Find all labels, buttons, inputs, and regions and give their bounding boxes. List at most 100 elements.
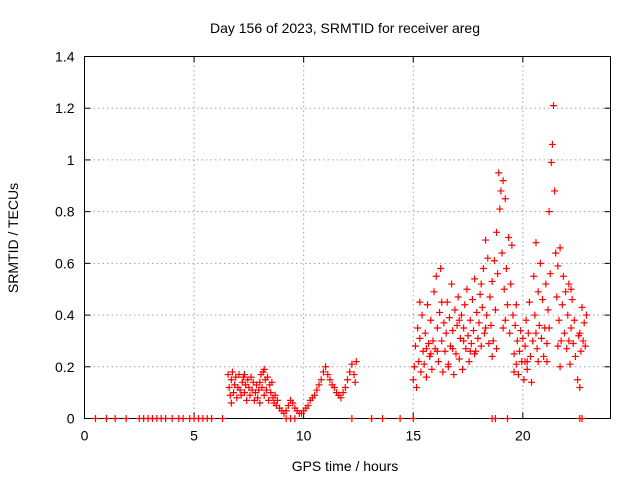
data-point — [537, 334, 545, 342]
data-point — [460, 324, 468, 332]
data-point — [580, 319, 588, 327]
data-point — [258, 383, 266, 391]
data-point — [219, 415, 227, 422]
data-point — [466, 347, 474, 355]
data-point — [555, 316, 563, 324]
y-axis-title: SRMTID / TECUs — [5, 183, 21, 293]
data-point — [352, 358, 360, 366]
data-point — [510, 368, 518, 376]
data-point — [464, 332, 472, 340]
data-point — [420, 360, 428, 368]
data-point — [571, 352, 579, 360]
x-tick-label: 15 — [405, 428, 421, 444]
data-point — [491, 415, 499, 422]
data-point — [516, 347, 524, 355]
axis-ticks — [84, 56, 611, 419]
data-point — [545, 324, 553, 332]
data-points — [91, 102, 590, 422]
data-point — [247, 373, 255, 381]
data-point — [262, 386, 270, 394]
data-point — [512, 360, 520, 368]
data-point — [496, 205, 504, 213]
data-point — [416, 298, 424, 306]
x-tick-label: 0 — [81, 428, 89, 444]
data-point — [436, 308, 444, 316]
data-point — [409, 415, 417, 422]
data-point — [568, 296, 576, 304]
y-tick-label: 0 — [67, 411, 75, 427]
data-point — [423, 301, 431, 309]
data-point — [576, 383, 584, 391]
data-point — [433, 324, 441, 332]
data-point — [268, 378, 276, 386]
data-point — [525, 298, 533, 306]
data-point — [529, 337, 537, 345]
data-point — [501, 195, 509, 203]
data-point — [451, 306, 459, 314]
y-tick-label: 0.8 — [55, 204, 75, 220]
data-point — [208, 415, 216, 422]
data-point — [348, 415, 356, 422]
data-point — [427, 350, 435, 358]
data-point — [416, 334, 424, 342]
x-tick-label: 20 — [515, 428, 531, 444]
data-point — [508, 241, 516, 249]
data-point — [539, 296, 547, 304]
data-point — [517, 327, 525, 335]
data-point — [510, 350, 518, 358]
data-point — [462, 345, 470, 353]
data-point — [558, 301, 566, 309]
data-point — [368, 415, 376, 422]
data-point — [418, 311, 426, 319]
data-point — [438, 337, 446, 345]
data-point — [429, 337, 437, 345]
data-point — [322, 363, 330, 371]
chart-title: Day 156 of 2023, SRMTID for receiver are… — [210, 20, 480, 36]
data-point — [233, 394, 241, 402]
data-point — [545, 208, 553, 216]
data-point — [440, 319, 448, 327]
data-point — [483, 311, 491, 319]
data-point — [463, 285, 471, 293]
data-point — [319, 368, 327, 376]
data-point — [486, 293, 494, 301]
data-point — [548, 140, 556, 148]
data-point — [422, 345, 430, 353]
data-point — [264, 373, 272, 381]
data-point — [449, 345, 457, 353]
data-point — [227, 376, 235, 384]
data-point — [243, 396, 251, 404]
data-point — [528, 378, 536, 386]
data-point — [224, 371, 232, 379]
data-point — [471, 350, 479, 358]
data-point — [551, 187, 559, 195]
data-point — [466, 316, 474, 324]
data-point — [291, 415, 299, 422]
data-point — [448, 280, 456, 288]
data-point — [582, 311, 590, 319]
data-point — [519, 334, 527, 342]
data-point — [562, 288, 570, 296]
data-point — [453, 321, 461, 329]
data-point — [457, 311, 465, 319]
data-point — [557, 337, 565, 345]
data-point — [482, 236, 490, 244]
data-point — [273, 396, 281, 404]
data-point — [265, 396, 273, 404]
data-point — [512, 301, 520, 309]
data-point — [346, 368, 354, 376]
data-point — [543, 340, 551, 348]
data-point — [544, 306, 552, 314]
data-point — [477, 280, 485, 288]
data-point — [564, 311, 572, 319]
data-point — [313, 386, 321, 394]
data-point — [511, 321, 519, 329]
data-point — [477, 342, 485, 350]
data-point — [503, 415, 511, 422]
data-point — [111, 415, 119, 422]
data-point — [452, 350, 460, 358]
data-point — [488, 352, 496, 360]
data-point — [523, 365, 531, 373]
data-point — [579, 337, 587, 345]
